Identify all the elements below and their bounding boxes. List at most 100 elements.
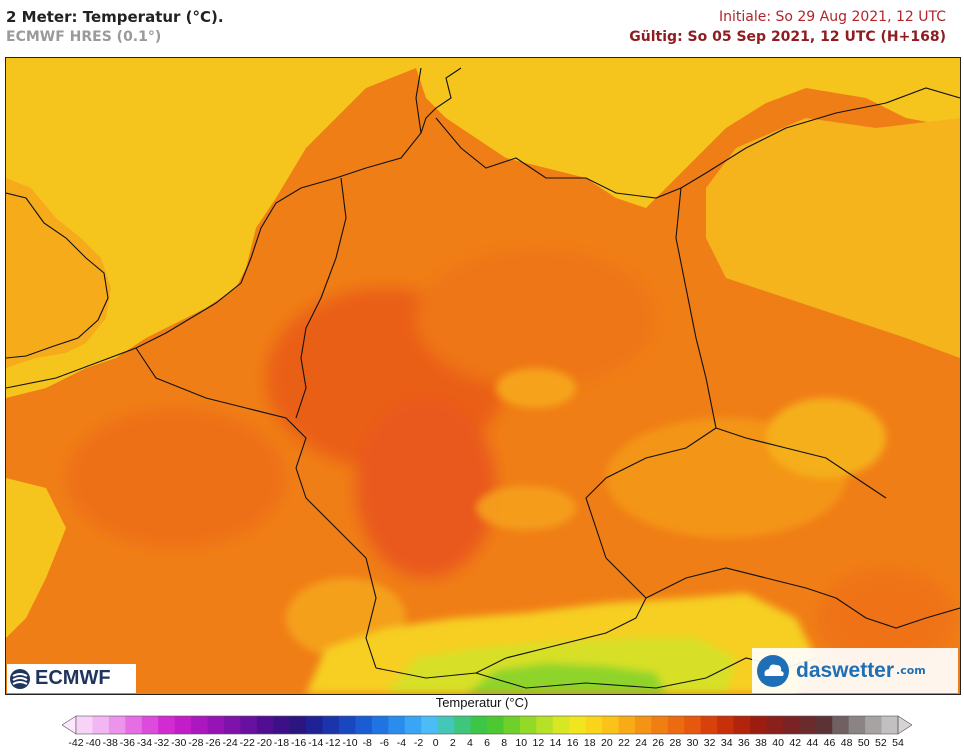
legend-swatch [125,716,143,734]
legend-tick: -26 [205,737,221,749]
legend-tick: 46 [823,737,836,749]
legend-swatch [487,716,504,734]
legend-swatch [388,716,406,734]
legend-tick: 32 [703,737,716,749]
sea-area [6,58,960,398]
baltic-land [706,118,960,358]
legend-tick: -22 [239,737,255,749]
ecmwf-logo[interactable]: ECMWF [7,664,136,693]
legend-tick: 18 [583,737,596,749]
legend-tick: 12 [532,737,545,749]
legend-tick: 52 [875,737,887,749]
legend-tick: -8 [362,737,372,749]
border-nl-de [295,177,347,419]
borders [6,67,960,689]
legend-tick: -24 [222,737,238,749]
legend-tick: 28 [669,737,682,749]
legend-tick: -34 [136,737,153,749]
legend-swatch [92,716,110,734]
legend-swatch [717,716,734,734]
border-cz-pl [715,427,887,499]
legend-arrow-high [897,715,912,735]
border-de-ch [375,657,507,679]
legend-swatch [339,716,356,734]
biscay-sea [6,478,66,638]
ecmwf-logo-text: ECMWF [35,667,111,689]
ecmwf-icon [10,668,30,689]
legend-tick: -30 [171,737,187,749]
border-sk-hu [835,597,960,629]
border-de-fr [295,467,377,669]
border-dk [420,67,462,134]
legend-swatch [782,716,800,734]
legend-tick: 22 [618,737,630,749]
legend-swatch [306,716,323,734]
border-de-at [505,557,647,659]
legend-tick: 2 [449,737,456,749]
alps-peaks [466,663,666,694]
legend-swatch [881,716,899,734]
daswetter-logo-text: daswetter [796,658,895,682]
map-title: 2 Meter: Temperatur (°C). [6,8,224,26]
legend-swatch [569,716,587,734]
warm-hungary [816,568,956,668]
legend-tick: -2 [413,737,424,749]
legend-tick: -14 [308,737,324,749]
header-right: Initiale: So 29 Aug 2021, 12 UTC Gültig:… [629,8,946,48]
legend-swatch [273,716,291,734]
header-left: 2 Meter: Temperatur (°C). ECMWF HRES (0.… [6,8,224,48]
legend-tick: -28 [188,737,204,749]
legend-tick: -16 [291,737,307,749]
legend-tick: -20 [256,737,272,749]
legend-swatch [651,716,669,734]
legend-swatch [865,716,882,734]
legend-swatch [191,716,208,734]
legend-outline [75,715,899,735]
legend-swatch [207,716,225,734]
legend-tick: -32 [154,737,170,749]
legend-tick: 30 [686,737,699,749]
coast-britain [6,192,109,359]
harz-highland [496,368,576,408]
legend-tick-labels: -42 -40 -38 -36 -34 -32 -30 -28 -26 -24 -22 -20 -18-… [0,737,964,751]
border-fr-be [135,347,307,469]
carpathian-north [766,398,886,478]
legend-swatch [76,716,93,734]
legend-swatch [108,716,126,734]
legend-swatch [404,716,422,734]
border-cz-at [645,567,837,599]
legend-swatch [848,716,866,734]
legend-swatch [536,716,554,734]
legend-swatch [355,716,373,734]
legend-tick: 20 [601,737,613,749]
legend-title: Temperatur (°C) [435,695,529,710]
legend-swatch [322,716,340,734]
warm-france [66,408,286,548]
legend-swatch [256,716,274,734]
border-de-cz [585,427,717,559]
legend-swatch [634,716,652,734]
legend-swatch [371,716,389,734]
legend-swatch [503,716,521,734]
legend-swatch [815,716,833,734]
legend-tick: 10 [515,737,528,749]
legend-tick: 4 [466,737,473,749]
britain-land [6,178,111,368]
warm-core-rhine [356,398,496,578]
legend-tick: 34 [720,737,733,749]
legend-swatch [470,716,488,734]
legend-tick: 16 [566,737,579,749]
legend-swatch [421,716,439,734]
legend-tick: -18 [273,737,290,749]
legend-arrow-low [62,715,77,735]
model-label: ECMWF HRES (0.1°) [6,29,162,45]
warm-north-de [416,248,656,388]
thuringia-highland [476,486,576,530]
legend-swatch [766,716,784,734]
legend-swatch [799,716,817,734]
legend-tick: 50 [857,737,870,749]
daswetter-logo[interactable]: daswetter .com [752,648,958,693]
legend-tick: 0 [432,737,439,749]
legend-swatch [618,716,636,734]
temperature-map[interactable] [5,57,961,695]
